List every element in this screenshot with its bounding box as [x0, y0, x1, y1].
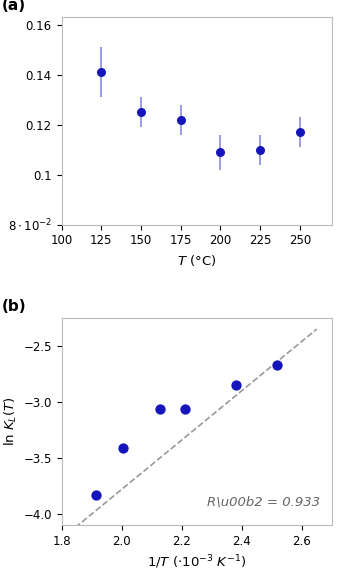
- X-axis label: $T$ (°C): $T$ (°C): [177, 253, 216, 268]
- Text: (b): (b): [2, 299, 27, 313]
- X-axis label: $1/T$ ($\cdot 10^{-3}$ $K^{-1}$): $1/T$ ($\cdot 10^{-3}$ $K^{-1}$): [147, 554, 246, 571]
- Point: [157, 404, 163, 413]
- Point: [120, 444, 126, 453]
- Point: [233, 381, 239, 390]
- Text: R\u00b2 = 0.933: R\u00b2 = 0.933: [208, 496, 320, 509]
- Text: (a): (a): [2, 0, 26, 13]
- Point: [183, 404, 188, 413]
- Point: [275, 360, 280, 369]
- Point: [94, 490, 99, 500]
- Y-axis label: ln $K_L(T)$: ln $K_L(T)$: [3, 397, 19, 447]
- Y-axis label: $n_m$ (mol $\mathit{H_2O}$ / mol $\mathit{CaSO_4}$): $n_m$ (mol $\mathit{H_2O}$ / mol $\mathi…: [0, 46, 3, 195]
